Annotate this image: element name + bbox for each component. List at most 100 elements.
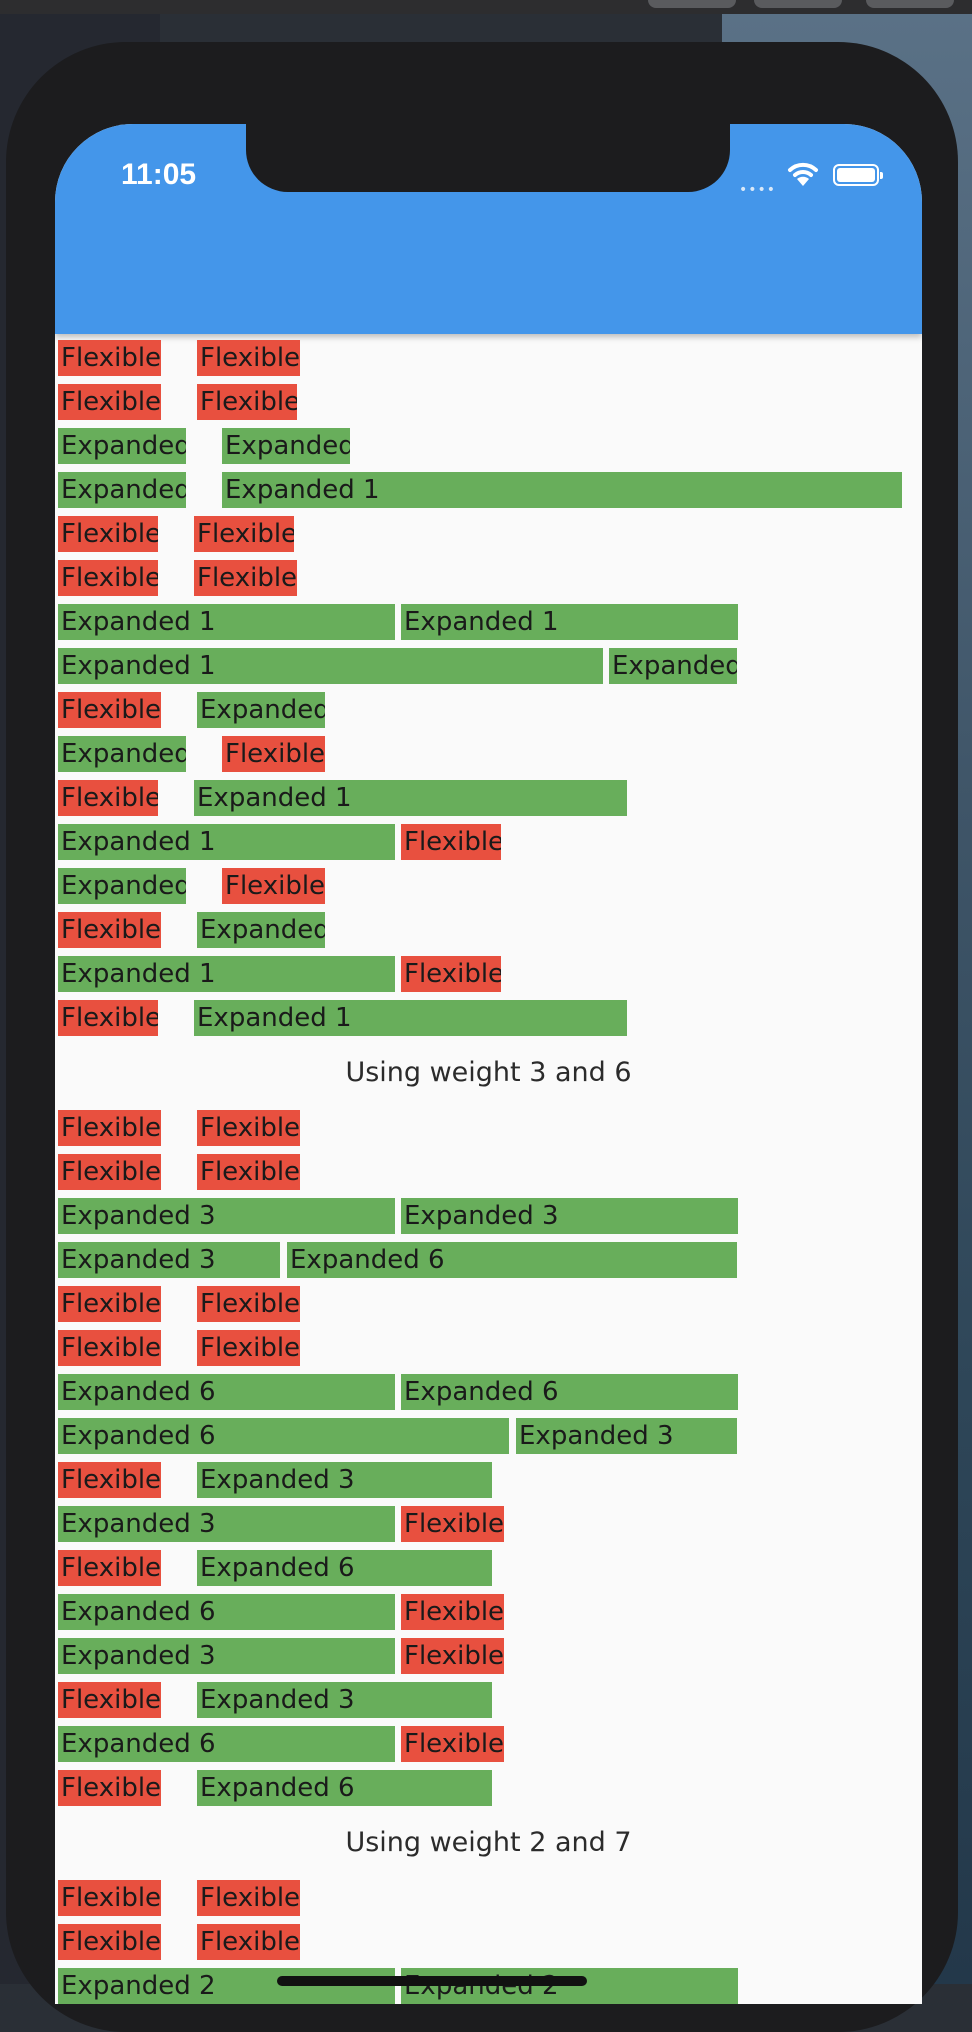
flexible-box: Flexible 6	[197, 1286, 300, 1322]
flexible-box: Flexible 0	[194, 560, 297, 596]
flexible-box: Flexible 0	[58, 384, 161, 420]
weight-row: Expanded 1 Expanded 1	[55, 602, 922, 646]
expanded-box: Expanded 6	[197, 1770, 492, 1806]
battery-icon	[833, 164, 883, 186]
flexible-box: Flexible 6	[58, 1330, 161, 1366]
flexible-box: Flexible 3	[197, 1330, 300, 1366]
toolbar-button[interactable]	[866, 0, 954, 8]
expanded-box: Expanded 1	[58, 648, 603, 684]
expanded-box: Expanded 3	[401, 1198, 738, 1234]
flexible-box: Flexible 3	[401, 1506, 504, 1542]
flexible-box: Flexible 1	[58, 516, 158, 552]
weight-row: Expanded 6 Expanded 3	[55, 1416, 922, 1460]
expanded-box: Expanded 3	[516, 1418, 737, 1454]
weight-row: Expanded 0 Expanded 1	[55, 470, 922, 514]
weight-row: Flexible 2 Flexible 7	[55, 1922, 922, 1966]
expanded-box: Expanded 0	[197, 912, 325, 948]
expanded-box: Expanded 1	[222, 472, 902, 508]
weight-row: Flexible 1 Flexible 1	[55, 514, 922, 558]
expanded-box: Expanded 0	[58, 868, 186, 904]
weight-row: Expanded 3 Expanded 6	[55, 1240, 922, 1284]
weight-row: Expanded 0 Flexible 0	[55, 866, 922, 910]
weight-row: Flexible 1 Expanded 1	[55, 998, 922, 1042]
desktop-top-bar	[0, 0, 972, 14]
expanded-box: Expanded 0	[222, 428, 350, 464]
expanded-box: Expanded 2	[401, 1968, 738, 2004]
flexible-box: Flexible 1	[194, 516, 294, 552]
expanded-box: Expanded 1	[58, 824, 395, 860]
weight-row: Flexible 3 Expanded 3	[55, 1680, 922, 1724]
weight-row: Flexible 6 Expanded 6	[55, 1548, 922, 1592]
weight-row: Flexible 0 Flexible 0	[55, 338, 922, 382]
weight-row: Expanded 0 Flexible 0	[55, 734, 922, 778]
weight-row: Flexible 2 Flexible 2	[55, 1878, 922, 1922]
device-notch	[246, 124, 730, 192]
flexible-box: Flexible 0	[222, 736, 325, 772]
iphone-simulator-frame: 11:05 •••• Flexible 0Flexible 0Flexible …	[6, 42, 958, 2032]
weight-row: Expanded 0 Expanded 0	[55, 426, 922, 470]
cellular-signal-icon: ••••	[739, 182, 777, 198]
expanded-box: Expanded 3	[58, 1638, 395, 1674]
expanded-box: Expanded 1	[58, 604, 395, 640]
weight-row: Flexible 0 Expanded 0	[55, 910, 922, 954]
expanded-box: Expanded 1	[58, 956, 395, 992]
weight-row: Expanded 3 Expanded 3	[55, 1196, 922, 1240]
weight-row: Flexible 3 Flexible 3	[55, 1108, 922, 1152]
expanded-box: Expanded 3	[58, 1198, 395, 1234]
wifi-icon	[788, 162, 818, 186]
expanded-box: Expanded 1	[401, 604, 738, 640]
flexible-box: Flexible 0	[197, 340, 300, 376]
weight-row: Flexible 6 Expanded 6	[55, 1768, 922, 1812]
flexible-box: Flexible 6	[58, 1770, 161, 1806]
expanded-box: Expanded 6	[58, 1726, 395, 1762]
app-screen: 11:05 •••• Flexible 0Flexible 0Flexible …	[55, 124, 922, 2004]
expanded-box: Expanded 6	[197, 1550, 492, 1586]
flexible-box: Flexible 6	[58, 1286, 161, 1322]
flexible-box: Flexible 6	[401, 1594, 504, 1630]
section-heading-weight-3-6: Using weight 3 and 6	[345, 1057, 632, 1088]
weights-list[interactable]: Flexible 0Flexible 0Flexible 0Flexible 1…	[55, 338, 922, 2004]
flexible-box: Flexible 0	[58, 340, 161, 376]
flexible-box: Flexible 1	[401, 824, 501, 860]
weight-row: Flexible 0 Expanded 0	[55, 690, 922, 734]
flexible-box: Flexible 3	[58, 1682, 161, 1718]
flexible-box: Flexible 3	[58, 1110, 161, 1146]
toolbar-button[interactable]	[648, 0, 736, 8]
expanded-box: Expanded 6	[401, 1374, 738, 1410]
flexible-box: Flexible 3	[58, 1462, 161, 1498]
flexible-box: Flexible 1	[58, 780, 158, 816]
flexible-box: Flexible 1	[58, 560, 158, 596]
flexible-box: Flexible 6	[401, 1726, 504, 1762]
home-indicator[interactable]	[277, 1976, 587, 1986]
expanded-box: Expanded 3	[58, 1242, 280, 1278]
expanded-box: Expanded 6	[58, 1594, 395, 1630]
expanded-box: Expanded 0	[197, 692, 325, 728]
expanded-box: Expanded 0	[58, 736, 186, 772]
flexible-box: Flexible 0	[222, 868, 325, 904]
expanded-box: Expanded 1	[194, 780, 627, 816]
weight-row: Flexible 6 Flexible 3	[55, 1328, 922, 1372]
section-heading-weight-2-7: Using weight 2 and 7	[345, 1827, 632, 1858]
toolbar-button[interactable]	[754, 0, 842, 8]
flexible-box: Flexible 3	[58, 1154, 161, 1190]
flexible-box: Flexible 2	[58, 1924, 161, 1960]
expanded-box: Expanded 2	[58, 1968, 395, 2004]
weight-row: Flexible 6 Flexible 6	[55, 1284, 922, 1328]
flexible-box: Flexible 0	[58, 692, 161, 728]
expanded-box: Expanded 1	[194, 1000, 627, 1036]
weight-row: Flexible 1 Flexible 0	[55, 558, 922, 602]
expanded-box: Expanded 3	[58, 1506, 395, 1542]
flexible-box: Flexible 1	[58, 1000, 158, 1036]
weight-row: Flexible 0 Flexible 1	[55, 382, 922, 426]
status-time: 11:05	[121, 158, 197, 191]
weight-row: Expanded 6 Expanded 6	[55, 1372, 922, 1416]
weight-row: Flexible 3 Flexible 6	[55, 1152, 922, 1196]
expanded-box: Expanded 0	[609, 648, 737, 684]
flexible-box: Flexible 2	[197, 1880, 300, 1916]
weight-row: Flexible 3 Expanded 3	[55, 1460, 922, 1504]
flexible-box: Flexible 3	[401, 1638, 504, 1674]
